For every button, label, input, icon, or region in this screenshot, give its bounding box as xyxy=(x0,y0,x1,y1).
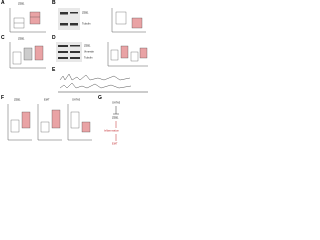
track-plot-e xyxy=(58,73,148,93)
boxplot-c xyxy=(9,42,46,69)
boxplot-d xyxy=(107,42,148,67)
western-blot-d xyxy=(56,42,82,62)
blot-label: Vimentin xyxy=(84,50,95,54)
panel-title: ZEB1 xyxy=(14,98,21,102)
blot-label: Tubulin xyxy=(84,56,93,60)
panel-title: ZEB1 xyxy=(18,2,25,6)
diagram-node: ZEB1 xyxy=(112,116,119,120)
panel-label: F xyxy=(1,95,4,101)
boxplot-f xyxy=(7,104,92,141)
panel-label: C xyxy=(1,35,5,41)
panel-title: EMT xyxy=(44,98,50,102)
panel-label: B xyxy=(52,0,56,6)
blot-label: ZEB1 xyxy=(82,11,89,15)
panel-label: G xyxy=(98,95,102,101)
panel-label: D xyxy=(52,35,56,41)
panel-label: E xyxy=(52,67,56,73)
boxplot-a xyxy=(9,8,46,33)
western-blot-b xyxy=(58,8,80,30)
figure: A ZEB1 B ZEB1 Tubulin C ZEB1 D ZEB1 Vime… xyxy=(1,0,148,146)
blot-label: ZEB1 xyxy=(84,44,91,48)
diagram-node: Inflammation xyxy=(104,129,119,133)
blot-label: Tubulin xyxy=(82,22,91,26)
boxplot-b xyxy=(111,8,146,33)
diagram-node: EMT xyxy=(112,142,118,146)
diagram-node: GATA3 xyxy=(112,101,121,105)
panel-title: GATA3 xyxy=(72,98,81,102)
panel-label: A xyxy=(1,0,5,6)
panel-title: ZEB1 xyxy=(18,37,25,41)
